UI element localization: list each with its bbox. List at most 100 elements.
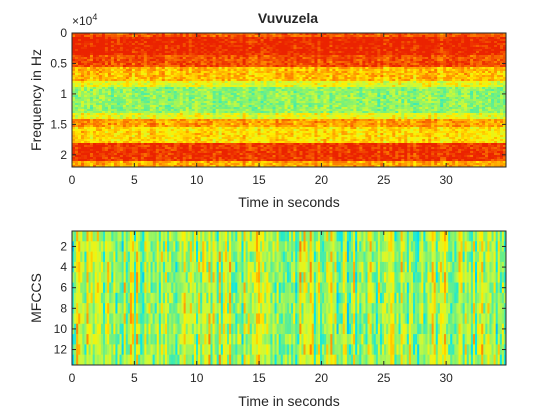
spectrogram-cell	[353, 85, 357, 88]
spectrogram-cell	[185, 63, 190, 66]
spectrogram-cell	[290, 63, 294, 66]
spectrogram-cell	[302, 95, 306, 98]
spectrogram-cell	[332, 89, 336, 92]
spectrogram-cell	[194, 95, 199, 98]
spectrogram-cell	[446, 93, 450, 96]
spectrogram-cell	[464, 39, 468, 42]
spectrogram-cell	[353, 73, 357, 76]
spectrogram-cell	[128, 71, 133, 74]
spectrogram-cell	[296, 65, 300, 68]
spectrogram-cell	[383, 39, 387, 42]
spectrogram-cell	[434, 81, 438, 84]
spectrogram-cell	[158, 97, 163, 100]
spectrogram-cell	[104, 75, 109, 78]
spectrogram-cell	[299, 47, 303, 50]
spectrogram-cell	[446, 87, 450, 90]
spectrogram-cell	[335, 89, 339, 92]
spectrogram-cell	[230, 73, 235, 76]
spectrogram-cell	[167, 61, 172, 64]
spectrogram-cell	[236, 81, 241, 84]
spectrogram-cell	[467, 43, 471, 46]
spectrogram-cell	[143, 55, 148, 58]
spectrogram-cell	[272, 39, 276, 42]
spectrogram-cell	[98, 97, 103, 100]
spectrogram-cell	[110, 71, 115, 74]
spectrogram-cell	[185, 59, 190, 62]
spectrogram-cell	[281, 73, 285, 76]
spectrogram-cell	[128, 73, 133, 76]
spectrogram-cell	[311, 85, 315, 88]
spectrogram-cell	[359, 81, 363, 84]
spectrogram-cell	[488, 49, 492, 52]
spectrogram-cell	[125, 65, 130, 68]
spectrogram-cell	[221, 47, 226, 50]
spectrogram-cell	[434, 49, 438, 52]
spectrogram-cell	[299, 79, 303, 82]
spectrogram-cell	[146, 71, 151, 74]
spectrogram-cell	[224, 45, 229, 48]
spectrogram-cell	[209, 53, 214, 56]
spectrogram-cell	[326, 63, 330, 66]
spectrogram-cell	[257, 53, 261, 56]
spectrogram-cell	[230, 89, 235, 92]
spectrogram-cell	[209, 69, 214, 72]
spectrogram-cell	[425, 85, 429, 88]
spectrogram-cell	[269, 79, 273, 82]
spectrogram-cell	[224, 59, 229, 62]
spectrogram-cell	[458, 55, 462, 58]
spectrogram-cell	[173, 97, 178, 100]
spectrogram-cell	[377, 39, 381, 42]
spectrogram-cell	[296, 85, 300, 88]
spectrogram-cell	[404, 87, 408, 90]
spectrogram-cell	[422, 81, 426, 84]
spectrogram-cell	[383, 45, 387, 48]
spectrogram-cell	[371, 93, 375, 96]
spectrogram-cell	[344, 49, 348, 52]
spectrogram-cell	[227, 37, 232, 40]
spectrogram-cell	[251, 77, 255, 80]
spectrogram-cell	[263, 69, 267, 72]
spectrogram-cell	[140, 45, 145, 48]
spectrogram-cell	[470, 37, 474, 40]
spectrogram-cell	[92, 39, 97, 42]
spectrogram-cell	[284, 71, 288, 74]
spectrogram-cell	[347, 55, 351, 58]
spectrogram-cell	[416, 89, 420, 92]
spectrogram-cell	[374, 35, 378, 38]
spectrogram-cell	[221, 81, 226, 84]
spectrogram-cell	[182, 53, 187, 56]
spectrogram-cell	[380, 53, 384, 56]
spectrogram-cell	[443, 51, 447, 54]
spectrogram-cell	[302, 67, 306, 70]
spectrogram-cell	[368, 89, 372, 92]
spectrogram-cell	[299, 33, 303, 36]
spectrogram-cell	[191, 91, 196, 94]
spectrogram-cell	[230, 53, 235, 56]
spectrogram-cell	[407, 49, 411, 52]
spectrogram-cell	[437, 45, 441, 48]
spectrogram-cell	[227, 39, 232, 42]
spectrogram-cell	[236, 63, 241, 66]
spectrogram-cell	[326, 57, 330, 60]
spectrogram-cell	[347, 39, 351, 42]
spectrogram-cell	[194, 71, 199, 74]
spectrogram-cell	[425, 65, 429, 68]
spectrogram-cell	[191, 65, 196, 68]
spectrogram-cell	[236, 57, 241, 60]
spectrogram-cell	[200, 73, 205, 76]
spectrogram-cell	[365, 47, 369, 50]
spectrogram-cell	[77, 33, 82, 36]
spectrogram-cell	[206, 67, 211, 70]
spectrogram-cell	[209, 91, 214, 94]
spectrogram-cell	[317, 89, 321, 92]
spectrogram-cell	[236, 93, 241, 96]
spectrogram-cell	[416, 95, 420, 98]
spectrogram-cell	[125, 39, 130, 42]
spectrogram-cell	[461, 79, 465, 82]
spectrogram-cell	[236, 97, 241, 100]
spectrogram-cell	[308, 37, 312, 40]
spectrogram-cell	[410, 55, 414, 58]
spectrogram-cell	[428, 65, 432, 68]
spectrogram-cell	[383, 43, 387, 46]
spectrogram-cell	[461, 63, 465, 66]
